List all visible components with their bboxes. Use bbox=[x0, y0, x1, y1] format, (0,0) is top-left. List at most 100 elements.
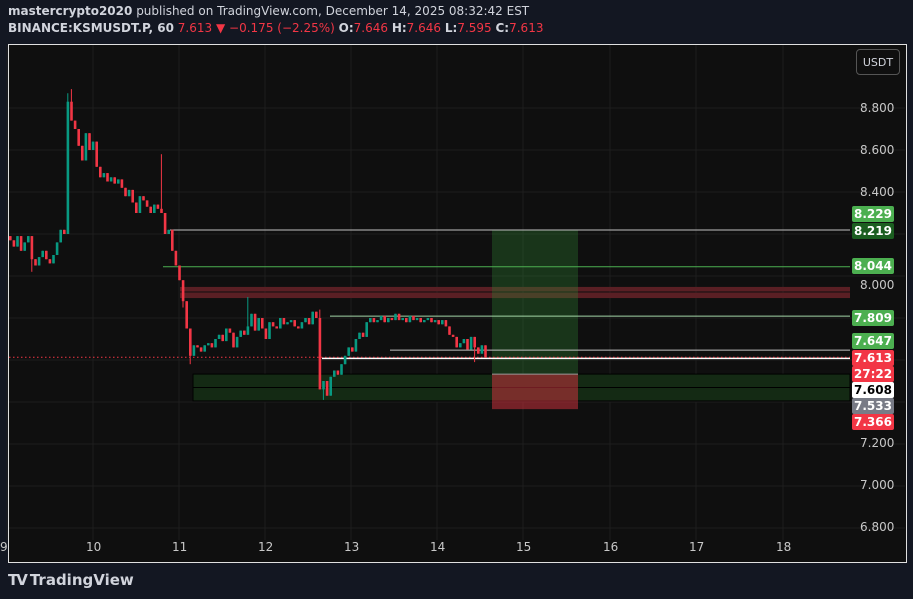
candle-body bbox=[19, 236, 23, 251]
candle-body bbox=[390, 318, 394, 321]
low-label: L: bbox=[444, 21, 458, 35]
candle-body bbox=[52, 255, 55, 264]
candle-body bbox=[304, 318, 307, 323]
last-price: 7.613 bbox=[177, 21, 213, 35]
candle-body bbox=[135, 202, 138, 213]
price-axis-label: 7.809 bbox=[852, 310, 894, 326]
tradingview-logo-icon: TV bbox=[8, 571, 28, 589]
close-value: 7.613 bbox=[509, 21, 544, 35]
candle-body bbox=[117, 179, 120, 184]
candle-body bbox=[109, 177, 113, 182]
candle-body bbox=[189, 328, 192, 356]
candle-body bbox=[250, 313, 253, 327]
candle-body bbox=[397, 313, 401, 321]
x-tick-label: 11 bbox=[172, 540, 188, 554]
candle-body bbox=[329, 376, 332, 396]
candle-body bbox=[225, 328, 228, 342]
chart-pane[interactable] bbox=[8, 44, 907, 563]
candle-body bbox=[27, 236, 30, 243]
x-tick-label: 12 bbox=[258, 540, 274, 554]
candle-body bbox=[268, 322, 271, 339]
candle-body bbox=[336, 370, 340, 375]
candle-body bbox=[351, 347, 354, 352]
currency-button[interactable]: USDT bbox=[856, 49, 900, 75]
price-axis-label: 7.613 bbox=[852, 350, 894, 366]
candle-body bbox=[394, 313, 397, 321]
candle-body bbox=[207, 343, 210, 346]
candle-body bbox=[405, 318, 408, 323]
candle-body bbox=[387, 318, 390, 323]
candle-body bbox=[192, 345, 196, 356]
candle-body bbox=[73, 120, 77, 129]
candle-body bbox=[142, 196, 145, 201]
candle-body bbox=[91, 141, 95, 150]
symbol-name: BINANCE:KSMUSDT.P, 60 bbox=[8, 21, 174, 35]
candle-body bbox=[433, 320, 437, 323]
candle-body bbox=[340, 364, 343, 375]
price-axis-label: 7.533 bbox=[852, 398, 894, 414]
candle-body bbox=[372, 318, 376, 323]
y-tick-label: 6.800 bbox=[860, 520, 895, 534]
candle-body bbox=[181, 280, 185, 302]
candle-body bbox=[347, 347, 350, 356]
candle-body bbox=[210, 343, 214, 348]
candle-body bbox=[37, 257, 41, 266]
candle-body bbox=[221, 334, 224, 342]
candle-body bbox=[232, 332, 235, 348]
candle-body bbox=[48, 259, 52, 264]
candle-body bbox=[12, 240, 16, 247]
resistance-zone bbox=[180, 286, 850, 292]
candle-body bbox=[325, 381, 329, 396]
candle-body bbox=[484, 345, 487, 358]
high-label: H: bbox=[391, 21, 407, 35]
candle-body bbox=[383, 315, 386, 323]
candle-body bbox=[106, 173, 109, 182]
candle-body bbox=[333, 370, 336, 377]
candle-body bbox=[131, 189, 134, 203]
candle-body bbox=[217, 334, 221, 339]
candle-body bbox=[408, 315, 412, 323]
candle-body bbox=[185, 301, 188, 329]
candle-body bbox=[9, 236, 12, 241]
price-axis-label: 27:22 bbox=[852, 366, 894, 382]
candle-body bbox=[153, 204, 156, 213]
candle-body bbox=[477, 347, 480, 354]
candle-body bbox=[419, 318, 422, 323]
candle-body bbox=[113, 177, 116, 184]
candle-body bbox=[88, 133, 91, 150]
candle-body bbox=[41, 250, 44, 258]
y-tick-label: 7.000 bbox=[860, 478, 895, 492]
candle-body bbox=[459, 343, 462, 348]
publish-text: published on TradingView.com, December 1… bbox=[136, 4, 530, 18]
candle-body bbox=[318, 318, 322, 390]
candle-body bbox=[95, 141, 98, 167]
candle-body bbox=[322, 381, 325, 390]
tradingview-logo[interactable]: TV TradingView bbox=[8, 571, 134, 589]
author-name[interactable]: mastercrypto2020 bbox=[8, 4, 133, 18]
candle-body bbox=[415, 318, 419, 321]
low-value: 7.595 bbox=[457, 21, 492, 35]
candle-body bbox=[127, 189, 131, 197]
price-axis-label: 8.044 bbox=[852, 258, 894, 274]
candle-body bbox=[167, 229, 170, 234]
candle-body bbox=[282, 318, 286, 325]
candle-body bbox=[455, 336, 458, 348]
candle-body bbox=[235, 336, 239, 348]
candle-body bbox=[77, 129, 80, 146]
candle-body bbox=[365, 322, 368, 337]
candle-body bbox=[102, 173, 106, 178]
candle-body bbox=[271, 322, 275, 327]
candle-body bbox=[275, 326, 278, 329]
candle-body bbox=[444, 320, 448, 327]
open-value: 7.646 bbox=[353, 21, 388, 35]
y-tick-label: 7.200 bbox=[860, 436, 895, 450]
candle-body bbox=[160, 208, 163, 213]
candle-body bbox=[124, 187, 127, 197]
candle-body bbox=[376, 320, 379, 323]
price-axis-label: 7.366 bbox=[852, 414, 894, 430]
x-tick-label: 17 bbox=[689, 540, 705, 554]
x-tick-label: 18 bbox=[776, 540, 792, 554]
x-tick-label: 14 bbox=[430, 540, 446, 554]
x-tick-label: 16 bbox=[603, 540, 619, 554]
